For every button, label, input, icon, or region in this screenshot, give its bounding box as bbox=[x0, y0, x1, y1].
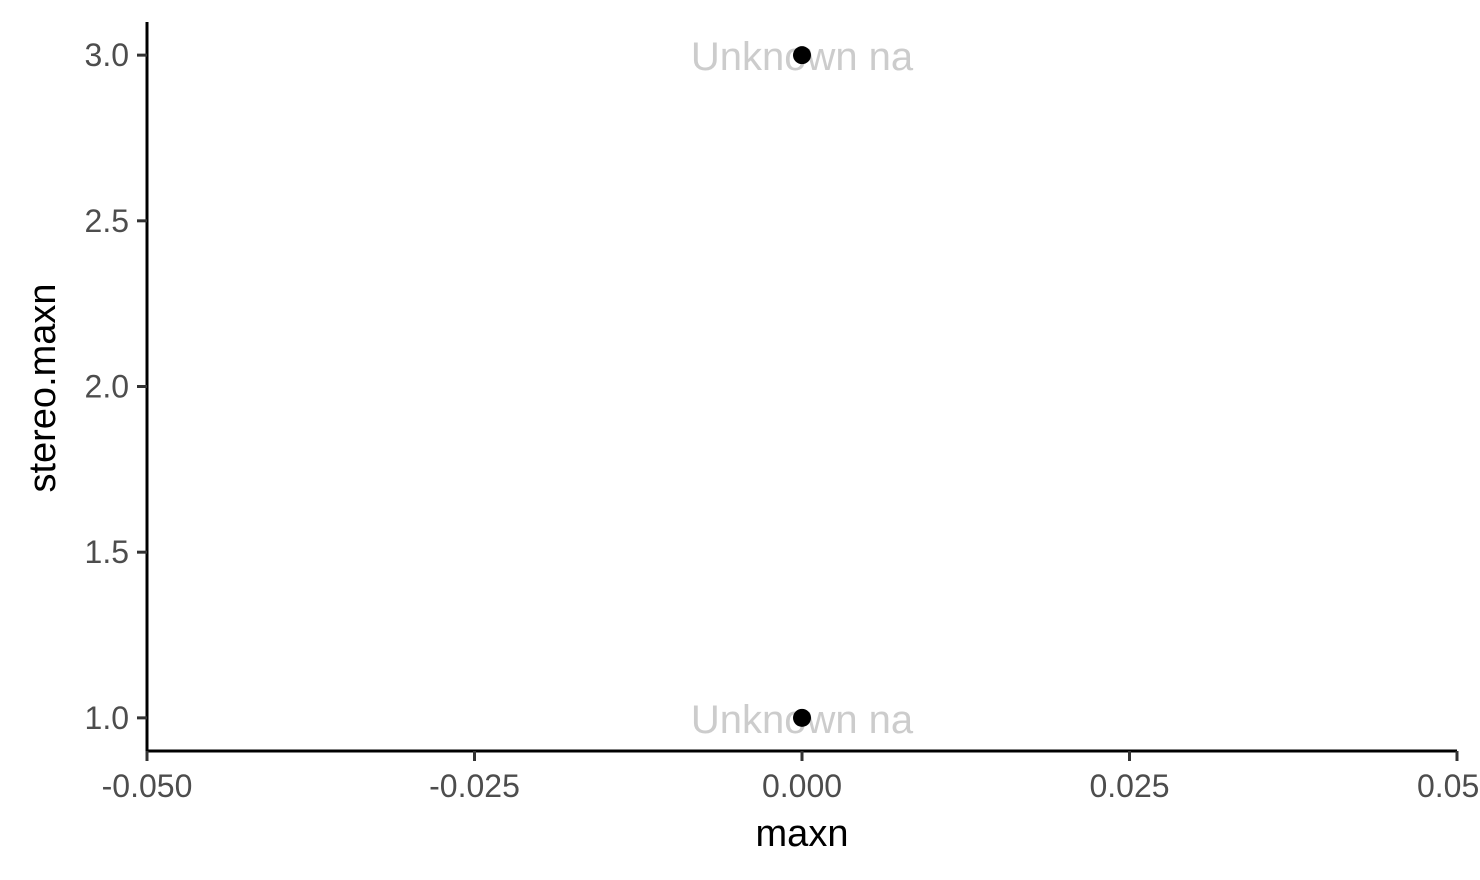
y-tick-label: 2.0 bbox=[85, 369, 129, 405]
x-tick-label: 0.000 bbox=[762, 768, 842, 804]
y-ticks-layer: 1.0 1.5 2.0 2.5 3.0 bbox=[85, 37, 147, 736]
y-tick-label: 2.5 bbox=[85, 203, 129, 239]
data-point bbox=[793, 708, 811, 727]
points-layer bbox=[793, 46, 811, 727]
y-tick-label: 1.0 bbox=[85, 700, 129, 736]
x-tick-label: 0.025 bbox=[1089, 768, 1169, 804]
x-axis-title: maxn bbox=[756, 813, 849, 855]
x-tick-label: -0.050 bbox=[102, 768, 193, 804]
x-tick-label: 0.050 bbox=[1417, 768, 1480, 804]
y-axis-title: stereo.maxn bbox=[22, 283, 64, 492]
data-point bbox=[793, 46, 811, 65]
y-tick-label: 3.0 bbox=[85, 37, 129, 73]
y-tick-label: 1.5 bbox=[85, 534, 129, 570]
x-tick-label: -0.025 bbox=[429, 768, 520, 804]
axes-layer bbox=[145, 22, 1457, 753]
x-ticks-layer: -0.050 -0.025 0.000 0.025 0.050 bbox=[102, 751, 1480, 804]
